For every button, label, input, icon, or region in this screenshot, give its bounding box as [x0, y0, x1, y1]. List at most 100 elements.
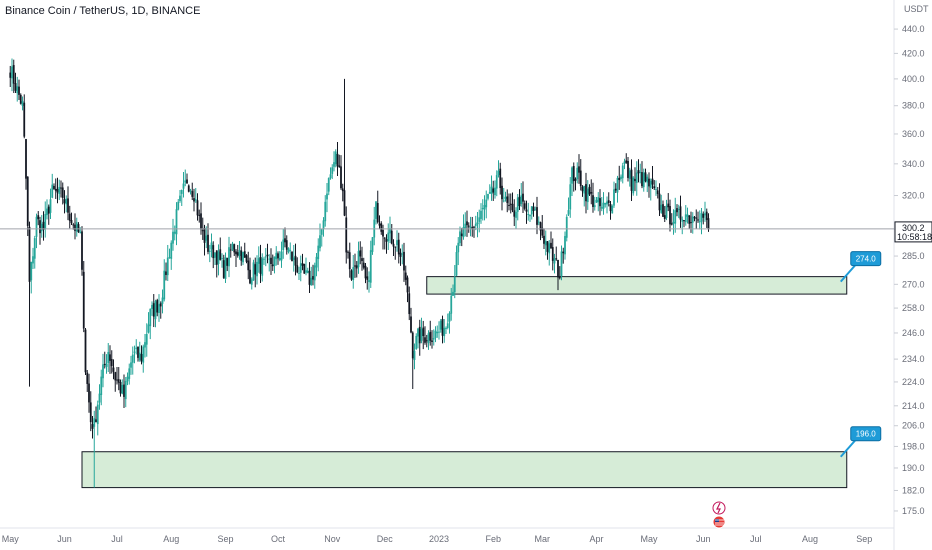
candle-body	[527, 213, 530, 215]
y-tick-label: 246.0	[902, 328, 925, 338]
candle-body	[676, 208, 678, 213]
candle-body	[450, 295, 453, 314]
x-tick-label: Oct	[271, 534, 286, 544]
candle-body	[429, 331, 432, 341]
candle-body	[284, 238, 286, 243]
y-tick-label: 270.0	[902, 279, 925, 289]
candle-body	[567, 210, 570, 215]
candle-body	[523, 203, 526, 209]
candle-body	[201, 230, 204, 232]
candle-body	[410, 316, 412, 333]
candle-body	[448, 313, 451, 322]
candle-body	[546, 241, 549, 252]
candle-body	[361, 258, 363, 262]
x-tick-label: Jul	[111, 534, 123, 544]
candle-body	[124, 380, 127, 400]
candle-body	[359, 250, 362, 257]
candle-body	[156, 299, 159, 313]
candle-body	[159, 303, 162, 307]
candle-body	[320, 229, 323, 235]
candle-body	[212, 245, 215, 259]
zone-price-label: 274.0	[856, 255, 877, 264]
candle-body	[138, 352, 141, 361]
candle-body	[35, 216, 38, 237]
candle-body	[182, 183, 185, 189]
candle-body	[508, 204, 510, 206]
candle-body	[91, 424, 94, 429]
candle-body	[392, 243, 395, 247]
candle-body	[506, 196, 509, 203]
candle-body	[623, 161, 626, 164]
candle-body	[473, 226, 475, 228]
x-tick-label: May	[640, 534, 658, 544]
candle-body	[499, 168, 502, 189]
candle-body	[471, 227, 474, 230]
y-tick-label: 198.0	[902, 441, 925, 451]
candle-body	[672, 221, 675, 224]
candle-body	[340, 166, 342, 189]
candle-body	[81, 231, 83, 270]
x-tick-label: 2023	[429, 534, 449, 544]
candle-body	[478, 217, 481, 222]
candle-body	[585, 184, 587, 202]
candle-body	[516, 197, 519, 212]
candle-body	[219, 249, 222, 260]
candle-body	[263, 258, 265, 260]
candle-body	[511, 203, 514, 211]
candle-body	[310, 277, 313, 286]
candle-body	[641, 172, 643, 187]
flash-event-icon	[712, 501, 726, 515]
candle-body	[693, 217, 696, 219]
candle-body	[490, 186, 493, 194]
candle-body	[639, 171, 642, 173]
candle-body	[312, 276, 314, 280]
candle-body	[278, 258, 281, 260]
candle-body	[28, 226, 31, 282]
candle-body	[217, 251, 220, 264]
candle-body	[502, 200, 505, 202]
candle-body	[96, 404, 99, 425]
candle-body	[285, 240, 288, 250]
candle-body	[679, 206, 682, 220]
candle-body	[322, 220, 325, 229]
candle-body	[105, 363, 108, 367]
candle-body	[343, 190, 346, 216]
candle-body	[119, 382, 122, 394]
candle-body	[93, 418, 96, 427]
candle-body	[637, 170, 640, 174]
candle-body	[401, 253, 404, 255]
candle-body	[677, 208, 680, 210]
candle-body	[137, 346, 139, 358]
candle-body	[191, 191, 194, 197]
candle-body	[203, 227, 206, 243]
x-tick-label: Mar	[535, 534, 551, 544]
candle-body	[14, 83, 17, 91]
candle-body	[208, 250, 211, 252]
candle-body	[161, 297, 164, 304]
candle-body	[88, 383, 90, 403]
candle-body	[569, 184, 572, 210]
x-tick-label: Feb	[485, 534, 501, 544]
candle-body	[634, 178, 636, 182]
candle-body	[280, 251, 283, 261]
candle-body	[254, 264, 257, 275]
candle-body	[427, 333, 430, 344]
candle-body	[23, 102, 26, 137]
candle-body	[193, 198, 195, 202]
candle-body	[287, 248, 290, 253]
candle-body	[114, 372, 117, 381]
candle-body	[357, 251, 360, 268]
candle-body	[121, 384, 124, 394]
candle-body	[338, 165, 341, 168]
candle-body	[224, 257, 227, 279]
candle-body	[67, 198, 69, 213]
y-tick-label: 258.0	[902, 303, 925, 313]
candle-body	[102, 364, 104, 379]
candle-body	[707, 218, 710, 230]
candle-body	[25, 138, 27, 179]
candle-body	[313, 265, 316, 281]
candle-body	[674, 210, 677, 224]
candle-body	[123, 384, 125, 397]
candle-body	[60, 187, 62, 189]
